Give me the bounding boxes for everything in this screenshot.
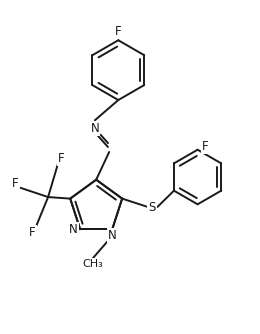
Text: N: N — [90, 122, 99, 135]
Text: N: N — [108, 229, 117, 242]
Text: N: N — [69, 223, 78, 236]
Text: F: F — [58, 152, 64, 165]
Text: F: F — [115, 25, 122, 38]
Text: CH₃: CH₃ — [82, 259, 103, 269]
Text: S: S — [148, 201, 156, 213]
Text: F: F — [202, 140, 209, 153]
Text: F: F — [29, 226, 36, 238]
Text: F: F — [12, 177, 19, 190]
